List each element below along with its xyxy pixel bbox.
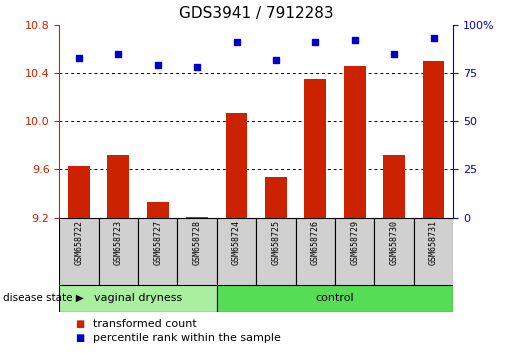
Bar — [304, 79, 326, 218]
Bar — [59, 218, 99, 285]
Bar — [147, 202, 168, 218]
Text: vaginal dryness: vaginal dryness — [94, 293, 182, 303]
Text: GSM658724: GSM658724 — [232, 220, 241, 265]
Bar — [423, 61, 444, 218]
Text: GSM658723: GSM658723 — [114, 220, 123, 265]
Bar — [226, 113, 247, 218]
Bar — [99, 218, 138, 285]
Bar — [256, 218, 296, 285]
Bar — [265, 177, 287, 218]
Text: GSM658730: GSM658730 — [390, 220, 399, 265]
Bar — [177, 218, 217, 285]
Bar — [217, 218, 256, 285]
Text: GSM658729: GSM658729 — [350, 220, 359, 265]
Text: percentile rank within the sample: percentile rank within the sample — [93, 333, 281, 343]
Text: GSM658728: GSM658728 — [193, 220, 201, 265]
Title: GDS3941 / 7912283: GDS3941 / 7912283 — [179, 6, 334, 21]
Bar — [108, 155, 129, 218]
Text: ■: ■ — [75, 319, 84, 329]
Bar — [138, 218, 177, 285]
Bar — [335, 218, 374, 285]
Text: GSM658722: GSM658722 — [75, 220, 83, 265]
Text: control: control — [316, 293, 354, 303]
Bar — [217, 285, 453, 312]
Bar — [344, 66, 366, 218]
Text: GSM658725: GSM658725 — [271, 220, 280, 265]
Text: transformed count: transformed count — [93, 319, 196, 329]
Bar — [414, 218, 453, 285]
Bar — [59, 285, 217, 312]
Text: GSM658731: GSM658731 — [429, 220, 438, 265]
Text: ■: ■ — [75, 333, 84, 343]
Bar — [68, 166, 90, 218]
Bar — [186, 217, 208, 218]
Text: disease state ▶: disease state ▶ — [3, 293, 83, 303]
Bar — [374, 218, 414, 285]
Bar — [383, 155, 405, 218]
Text: GSM658726: GSM658726 — [311, 220, 320, 265]
Bar — [296, 218, 335, 285]
Text: GSM658727: GSM658727 — [153, 220, 162, 265]
